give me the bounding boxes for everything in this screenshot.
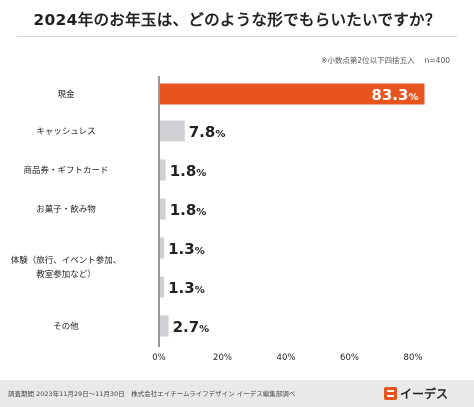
- title-divider: [17, 36, 457, 37]
- bar-chart: 現金キャッシュレス商品券・ギフトカードお菓子・飲み物体験（旅行、イベント参加、教…: [11, 76, 425, 363]
- rounding-note: ※小数点第2位以下四捨五入: [321, 56, 415, 65]
- bar: [160, 198, 166, 220]
- category-label: 商品券・ギフトカード: [23, 165, 108, 176]
- category-label: その他: [53, 321, 79, 332]
- data-label: 1.8%: [170, 201, 207, 219]
- category-label: 教室参加など）: [36, 269, 96, 280]
- category-label: 体験（旅行、イベント参加、: [11, 255, 122, 266]
- data-label: 1.3%: [168, 279, 205, 297]
- chart-title: 2024年のお年玉は、どのような形でもらいたいですか？: [33, 11, 441, 29]
- chart-note: ※小数点第2位以下四捨五入 n=400: [321, 55, 450, 66]
- data-label: 83.3%: [371, 86, 418, 104]
- bar: [160, 159, 166, 181]
- category-label: キャッシュレス: [36, 127, 95, 137]
- bar: [160, 237, 165, 259]
- brand-logo: イーデス: [383, 384, 448, 402]
- bar: [160, 120, 185, 142]
- source-text: 調査期間 2023年11月29日〜11月30日 株式会社エイチームライフデザイン…: [8, 390, 296, 398]
- brand-logo-icon: [383, 386, 397, 400]
- sample-size: n=400: [424, 56, 450, 65]
- x-tick-label: 80%: [404, 353, 423, 363]
- footer: 調査期間 2023年11月29日〜11月30日 株式会社エイチームライフデザイン…: [0, 380, 474, 407]
- category-label: お菓子・飲み物: [36, 204, 96, 215]
- data-label: 7.8%: [189, 123, 226, 141]
- x-tick-label: 0%: [152, 353, 166, 363]
- category-label: 現金: [57, 89, 75, 100]
- bar: [160, 276, 165, 298]
- x-tick-label: 40%: [277, 353, 296, 363]
- bar-highlight: [160, 83, 425, 105]
- bar: [160, 315, 169, 337]
- data-label: 1.3%: [168, 240, 205, 258]
- brand-name: イーデス: [399, 386, 448, 401]
- x-tick-label: 20%: [213, 353, 232, 363]
- data-label: 1.8%: [170, 162, 207, 180]
- data-label: 2.7%: [173, 318, 210, 336]
- x-tick-label: 60%: [340, 353, 359, 363]
